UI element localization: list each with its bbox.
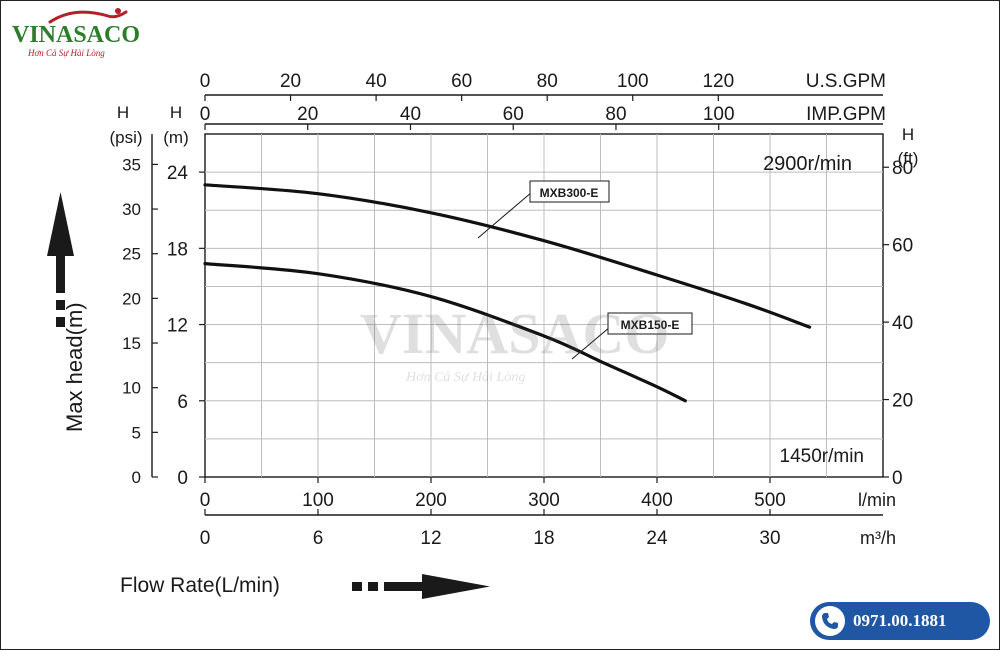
lmin-unit-label: l/min [858, 490, 896, 510]
y-tick-label-psi: 0 [132, 468, 141, 487]
curve-mxb150-e [203, 262, 687, 403]
x-tick-label-m3h: 24 [646, 528, 668, 549]
top-tick-label-usgpm: 60 [451, 71, 472, 92]
mxb150-callout-line [571, 326, 611, 360]
mxb300-callout-box [529, 180, 610, 203]
swimmer-logo-icon [48, 8, 128, 24]
speed-label-2900: 2900r/min [763, 153, 852, 175]
mxb300-callout-line [477, 191, 533, 239]
x-axis-title: Flow Rate(L/min) [120, 574, 280, 597]
y-tick-label-m: 6 [177, 392, 188, 413]
y-tick-label-m: 12 [167, 316, 188, 337]
x-axis-arrow-icon [352, 574, 490, 599]
x-tick-label-lmin: 400 [641, 490, 673, 511]
top-tick-label-impgpm: 100 [703, 104, 735, 125]
x-tick-label-m3h: 30 [759, 528, 780, 549]
top-tick-label-usgpm: 80 [537, 71, 558, 92]
y-tick-label-psi: 25 [122, 245, 141, 264]
y-tick-label-ft: 20 [892, 391, 913, 412]
y-tick-label-psi: 15 [122, 334, 141, 353]
y-tick-label-psi: 20 [122, 289, 141, 308]
imp-gpm-unit-label: IMP.GPM [806, 104, 886, 125]
brand-logo: VINASACO Hơn Cả Sự Hài Lòng [8, 4, 140, 60]
top-tick-label-usgpm: 100 [617, 71, 649, 92]
mxb150-series-label: MXB150-E [621, 318, 680, 332]
top-tick-label-impgpm: 0 [200, 104, 211, 125]
y-tick-label-psi: 35 [122, 155, 141, 174]
phone-icon [815, 606, 845, 636]
y-axis-title: Max head(m) [62, 302, 87, 432]
ft-axis-unit-label: (ft) [898, 149, 919, 168]
speed-label-1450: 1450r/min [780, 446, 865, 467]
x-tick-label-lmin: 100 [302, 490, 334, 511]
m-axis-h-label: H [170, 103, 182, 122]
phone-number[interactable]: 0971.00.1881 [853, 611, 947, 630]
top-tick-label-impgpm: 80 [605, 104, 626, 125]
y-tick-label-psi: 30 [122, 200, 141, 219]
ft-axis-h-label: H [902, 125, 914, 144]
psi-axis-unit-label: (psi) [109, 128, 142, 147]
gridlines [205, 134, 883, 477]
y-tick-label-ft: 40 [892, 313, 913, 334]
y-tick-label-m: 18 [167, 239, 188, 260]
top-tick-label-usgpm: 0 [200, 71, 211, 92]
m-axis-unit-label: (m) [163, 128, 188, 147]
us-gpm-unit-label: U.S.GPM [806, 71, 886, 92]
x-tick-label-lmin: 0 [200, 490, 211, 511]
x-tick-label-lmin: 500 [754, 490, 786, 511]
brand-name: VINASACO [12, 22, 141, 48]
y-tick-label-ft: 60 [892, 236, 913, 257]
top-tick-label-usgpm: 120 [702, 71, 734, 92]
x-tick-label-m3h: 6 [313, 528, 324, 549]
brand-tagline: Hơn Cả Sự Hài Lòng [28, 48, 105, 58]
y-tick-label-ft: 0 [892, 468, 903, 489]
pump-curves [203, 183, 812, 403]
y-tick-label-psi: 10 [122, 379, 141, 398]
y-axis-arrow-icon [47, 192, 74, 327]
x-tick-label-m3h: 12 [420, 528, 441, 549]
y-tick-label-m: 0 [177, 468, 188, 489]
m3h-unit-label: m³/h [860, 528, 896, 548]
mxb300-series-label: MXB300-E [540, 186, 599, 200]
x-tick-label-lmin: 200 [415, 490, 447, 511]
top-tick-label-impgpm: 40 [400, 104, 421, 125]
curve-mxb300-e [203, 183, 812, 329]
tick-marks [152, 95, 889, 515]
top-tick-label-impgpm: 20 [297, 104, 318, 125]
x-tick-label-m3h: 0 [200, 528, 211, 549]
x-tick-label-m3h: 18 [533, 528, 554, 549]
psi-axis-h-label: H [117, 103, 129, 122]
top-tick-label-usgpm: 20 [280, 71, 301, 92]
y-tick-label-psi: 5 [132, 423, 141, 442]
y-tick-label-ft: 80 [892, 158, 913, 179]
mxb150-callout-box [607, 312, 693, 335]
top-tick-label-usgpm: 40 [366, 71, 387, 92]
x-tick-label-lmin: 300 [528, 490, 560, 511]
phone-contact-badge[interactable]: 0971.00.1881 [810, 602, 990, 640]
y-tick-label-m: 24 [167, 163, 189, 184]
top-tick-label-impgpm: 60 [503, 104, 524, 125]
